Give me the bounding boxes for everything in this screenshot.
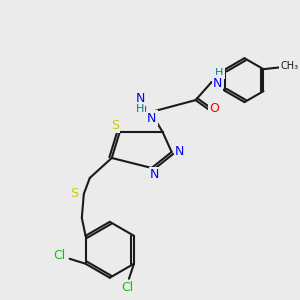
Text: N: N [150, 168, 159, 182]
Text: H: H [136, 104, 144, 114]
Text: N: N [175, 146, 184, 158]
Text: S: S [70, 188, 78, 200]
Text: Cl: Cl [53, 249, 66, 262]
Text: H: H [138, 102, 147, 115]
Text: S: S [111, 118, 119, 132]
Text: CH₃: CH₃ [280, 61, 298, 71]
Text: N: N [147, 112, 156, 124]
Text: N: N [213, 76, 222, 90]
Text: H: H [215, 68, 224, 78]
Text: N: N [136, 92, 146, 105]
Text: Cl: Cl [121, 281, 133, 294]
Text: O: O [210, 102, 220, 115]
